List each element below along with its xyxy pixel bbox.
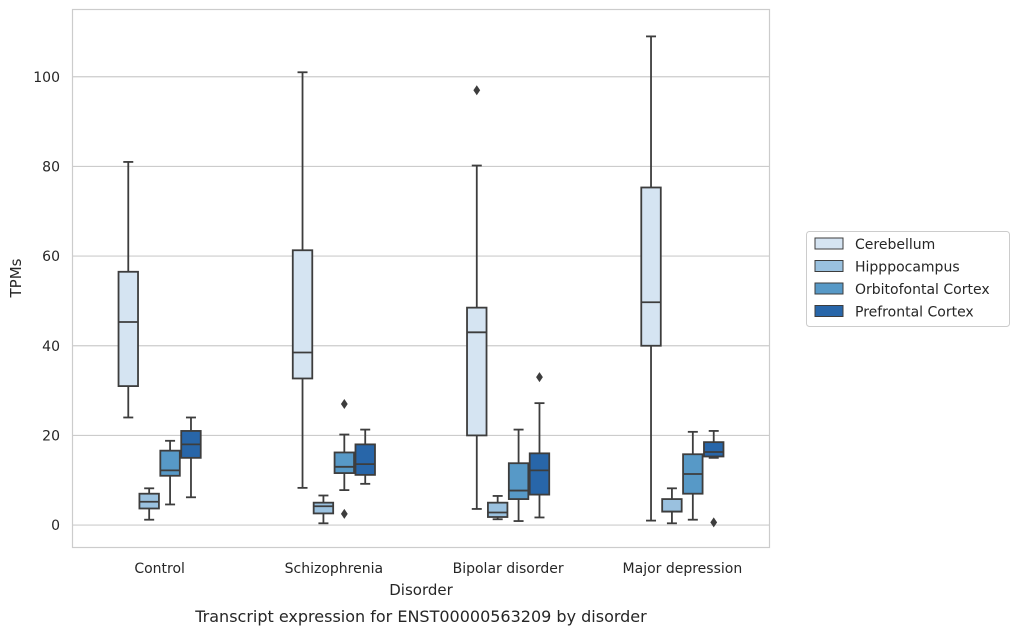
y-tick-label-20: 20: [42, 428, 60, 444]
iqr-box: [507, 462, 530, 500]
y-axis-label: TPMs: [7, 258, 25, 298]
iqr-box: [159, 449, 181, 477]
box-3-3: [507, 428, 530, 522]
box-2-3: [487, 495, 509, 521]
y-tick-label-100: 100: [33, 70, 60, 86]
y-tick-label-80: 80: [42, 159, 60, 175]
plot-frame: [71, 8, 771, 549]
y-tick-label-40: 40: [42, 339, 60, 355]
legend-entry-4: Prefrontal Cortex: [814, 305, 974, 321]
outlier-point: [710, 517, 718, 528]
box-3-4: [682, 430, 704, 521]
iqr-box: [333, 451, 355, 474]
iqr-box: [661, 498, 683, 513]
iqr-box: [117, 270, 139, 387]
box-1-2: [291, 71, 314, 489]
box-1-4: [640, 35, 662, 522]
legend-label: Prefrontal Cortex: [855, 305, 974, 321]
iqr-box: [528, 452, 551, 496]
iqr-box: [487, 501, 509, 518]
iqr-box: [703, 441, 725, 458]
legend-swatch: [814, 305, 844, 317]
x-tick-label-3: Bipolar disorder: [453, 561, 564, 577]
iqr-box: [312, 501, 335, 515]
x-tick-label-1: Control: [134, 561, 185, 577]
box-1-1: [117, 161, 139, 419]
box-2-2: [312, 494, 335, 525]
box-4-2: [354, 428, 376, 485]
legend-swatch: [814, 237, 844, 250]
box-4-3: [528, 372, 551, 519]
x-tick-label-2: Schizophrenia: [285, 561, 383, 577]
legend-label: Hipppocampus: [855, 260, 960, 276]
x-tick-labels: Control Schizophrenia Bipolar disorder Majo…: [134, 561, 742, 577]
outlier-point: [536, 372, 543, 383]
box-2-1: [138, 487, 160, 521]
box-3-2: [333, 399, 355, 519]
outlier-point: [340, 508, 348, 519]
outlier-point: [473, 85, 481, 96]
x-axis-label: Disorder: [389, 581, 453, 599]
legend-entry-3: Orbitofontal Cortex: [814, 282, 990, 298]
iqr-box: [466, 306, 488, 437]
box-3-1: [159, 439, 181, 506]
y-tick-label-60: 60: [42, 249, 60, 265]
outlier-point: [340, 399, 348, 410]
iqr-box: [640, 186, 662, 347]
box-2-4: [661, 487, 683, 525]
box-4-4: [703, 430, 725, 528]
legend-swatch: [814, 260, 844, 272]
legend-label: Orbitofontal Cortex: [855, 282, 990, 298]
chart-caption: Transcript expression for ENST0000056320…: [194, 607, 647, 626]
legend-entry-1: Cerebellum: [814, 237, 935, 253]
iqr-box: [291, 249, 314, 380]
legend-entry-2: Hipppocampus: [814, 260, 960, 276]
y-tick-label-0: 0: [51, 518, 60, 534]
legend-swatch: [814, 282, 844, 295]
legend: Cerebellum Hipppocampus Orbitofontal Corte…: [806, 231, 1010, 327]
x-tick-label-4: Major depression: [623, 561, 743, 577]
box-4-1: [180, 416, 202, 499]
iqr-box: [354, 443, 376, 476]
box-1-3: [466, 85, 488, 510]
legend-frame: [806, 231, 1010, 327]
y-tick-labels: 0 20 40 60 80 100: [33, 70, 60, 534]
legend-label: Cerebellum: [855, 237, 935, 253]
box-layer: [117, 35, 725, 528]
